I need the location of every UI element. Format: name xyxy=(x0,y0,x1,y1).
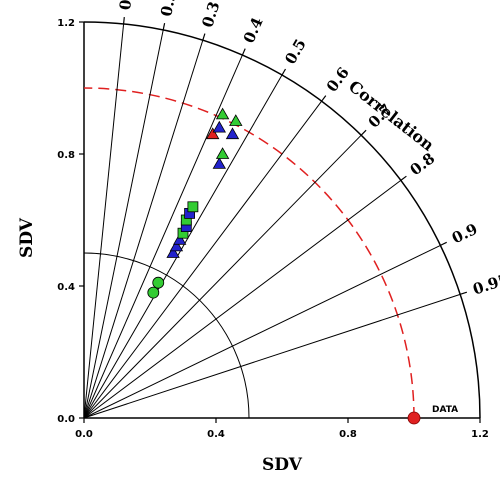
marker-layer: DATA xyxy=(147,107,458,425)
data-point-circle xyxy=(147,286,160,299)
y-axis-title: SDV xyxy=(17,217,37,258)
correlation-tick xyxy=(162,23,166,31)
grid-layer xyxy=(83,16,481,419)
x-tick-label: 0.4 xyxy=(207,429,225,440)
data-point-square xyxy=(187,201,199,213)
correlation-ray xyxy=(83,244,441,419)
reference-point xyxy=(407,411,421,425)
data-point-triangle xyxy=(212,120,226,133)
y-tick-label: 0.8 xyxy=(57,150,75,161)
correlation-tick xyxy=(440,241,447,246)
data-point-triangle xyxy=(225,127,240,140)
correlation-tick xyxy=(241,48,246,56)
x-axis-title: SDV xyxy=(262,455,303,475)
correlation-tick-label: 0.4 xyxy=(240,15,267,46)
correlation-ray xyxy=(83,29,164,419)
correlation-tick xyxy=(460,291,468,295)
data-point-triangle xyxy=(212,157,226,169)
data-point-triangle xyxy=(215,107,230,120)
correlation-ray xyxy=(83,293,461,419)
x-tick-label: 1.2 xyxy=(471,429,489,440)
correlation-tick-label: 0.9 xyxy=(449,220,480,248)
inner-sdv-arc xyxy=(83,252,250,419)
y-tick-label: 0.0 xyxy=(57,414,75,425)
correlation-ray xyxy=(83,54,243,419)
correlation-tick-label: 0.95 xyxy=(471,270,500,299)
correlation-tick-label: 0.3 xyxy=(198,0,223,30)
data-point-triangle xyxy=(166,246,180,258)
correlation-tick xyxy=(321,95,327,102)
reference-sdv-arc xyxy=(83,87,415,419)
data-point-triangle xyxy=(215,147,230,159)
correlation-tick xyxy=(123,16,125,25)
x-tick-label: 0.8 xyxy=(339,429,357,440)
correlation-tick-label: 0.2 xyxy=(157,0,180,18)
correlation-ray xyxy=(83,100,323,419)
correlation-ray xyxy=(83,40,204,419)
correlation-tick xyxy=(400,175,407,181)
correlation-ray xyxy=(83,23,125,419)
correlation-ray xyxy=(83,74,283,419)
y-tick-label: 0.4 xyxy=(57,282,75,293)
data-point-circle xyxy=(152,276,165,289)
correlation-ray xyxy=(83,179,402,419)
correlation-tick-label: 0.5 xyxy=(281,36,310,68)
correlation-ray xyxy=(83,134,362,419)
outer-arc xyxy=(83,21,481,419)
data-point-triangle xyxy=(173,232,187,245)
reference-label: DATA xyxy=(432,405,458,415)
correlation-tick xyxy=(360,129,367,136)
correlation-tick-label: 0.1 xyxy=(116,0,137,11)
correlation-tick xyxy=(281,68,287,76)
correlation-tick-label: 0.8 xyxy=(407,149,439,179)
data-point-triangle xyxy=(229,114,243,126)
data-point-triangle xyxy=(206,127,220,140)
y-tick-label: 1.2 xyxy=(57,18,75,29)
data-point-triangle xyxy=(169,239,184,252)
correlation-title: Correlation xyxy=(345,77,438,155)
x-tick-label: 0.0 xyxy=(75,429,93,440)
correlation-tick xyxy=(202,33,206,41)
